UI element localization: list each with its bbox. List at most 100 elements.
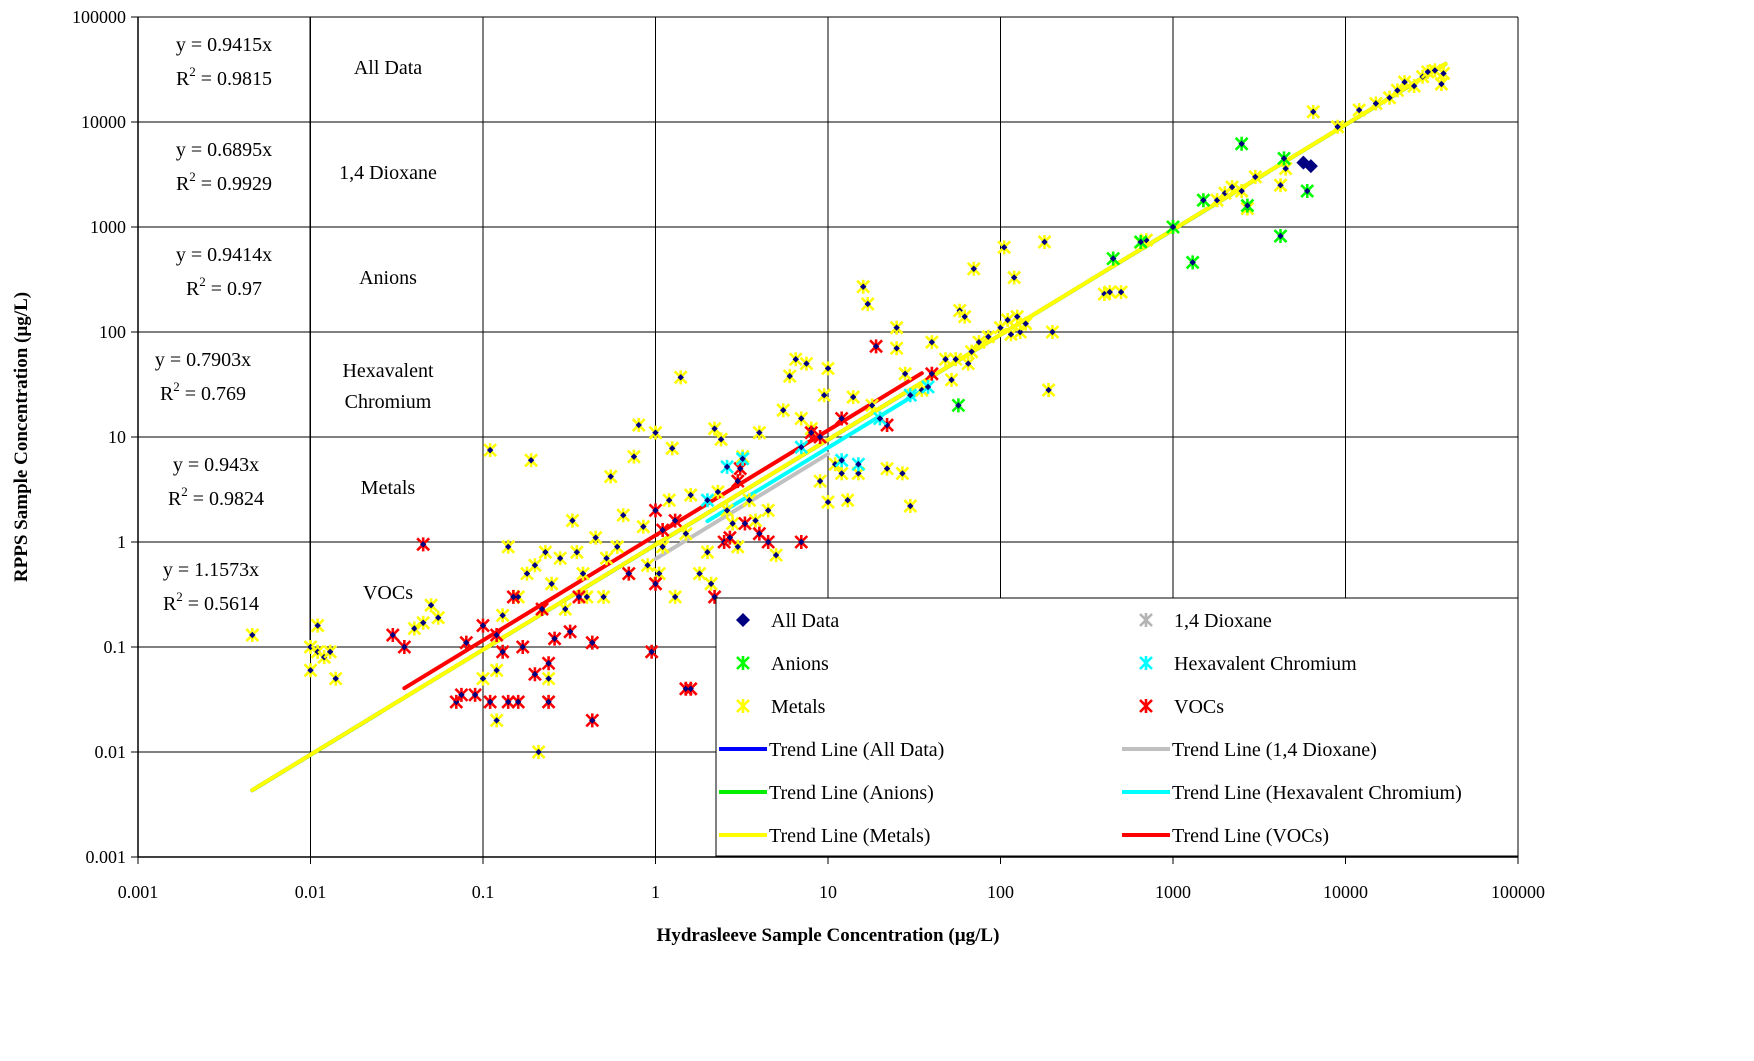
legend-item: Trend Line (All Data) — [719, 739, 944, 761]
regression-equations: y = 0.9415x R2 = 0.9815 All Data y = 0.6895… — [155, 34, 437, 615]
diamond-marker — [531, 562, 539, 569]
diamond-marker — [696, 570, 703, 577]
r-squared: R2 = 0.9824 — [168, 484, 264, 510]
data-point — [385, 628, 400, 643]
diamond-marker — [838, 470, 845, 477]
data-point — [528, 558, 542, 573]
data-point — [599, 551, 614, 566]
data-point — [776, 403, 791, 418]
diamond-marker — [741, 520, 749, 527]
diamond-marker — [948, 376, 955, 384]
data-point — [921, 379, 935, 394]
diamond-marker — [479, 622, 487, 629]
diamond-marker — [625, 570, 632, 577]
data-point — [655, 523, 670, 538]
y-tick-label: 0.1 — [104, 637, 127, 657]
diamond-marker — [975, 338, 983, 346]
diamond-marker — [1106, 288, 1113, 296]
regression-equation: y = 0.943x — [173, 454, 259, 476]
data-point — [748, 513, 763, 528]
diamond-marker — [1041, 238, 1048, 246]
legend-box — [715, 597, 1519, 857]
diamond-marker — [864, 300, 871, 308]
legend-item: VOCs — [1139, 696, 1224, 718]
diamond-marker — [486, 446, 494, 454]
diamond-marker — [579, 570, 587, 577]
diamond-marker — [575, 593, 583, 601]
data-point — [1234, 136, 1249, 151]
data-point — [489, 628, 504, 643]
data-point — [799, 356, 814, 371]
legend-item: Metals — [736, 696, 826, 718]
diamond-marker — [714, 488, 722, 496]
diamond-marker — [1189, 259, 1196, 266]
data-point — [541, 671, 556, 686]
diamond-marker — [798, 538, 805, 546]
diamond-marker — [535, 748, 542, 756]
diamond-marker — [1228, 183, 1236, 191]
diamond-marker — [427, 602, 435, 609]
data-point — [692, 566, 707, 581]
r-squared: R2 = 0.9815 — [176, 64, 272, 90]
regression-group-label: Hexavalent — [342, 360, 434, 382]
diamond-marker — [1438, 80, 1445, 88]
data-point — [565, 513, 580, 528]
x-tick-label: 0.01 — [295, 882, 327, 902]
diamond-marker — [671, 517, 679, 524]
legend-label: Trend Line (Hexavalent Chromium) — [1172, 782, 1462, 804]
legend-label: Metals — [771, 696, 826, 718]
data-point — [563, 624, 578, 639]
legend-item: Trend Line (Hexavalent Chromium) — [1122, 782, 1462, 804]
diamond-marker — [677, 374, 684, 381]
data-point — [961, 356, 976, 371]
x-tick-label: 100 — [987, 882, 1014, 902]
diamond-marker — [665, 497, 673, 504]
diamond-marker — [635, 421, 642, 429]
data-point — [495, 644, 510, 659]
diamond-marker — [607, 473, 614, 480]
legend-label: Trend Line (Anions) — [769, 782, 934, 804]
data-point — [966, 261, 981, 276]
diamond-marker — [736, 613, 750, 627]
data-point — [700, 545, 715, 560]
diamond-marker — [515, 698, 522, 706]
data-point — [834, 453, 849, 468]
regression-equation: y = 0.9415x — [176, 34, 272, 56]
diamond-marker — [486, 698, 494, 706]
star-marker — [1139, 656, 1153, 670]
y-tick-label: 100000 — [72, 7, 126, 27]
data-point — [1434, 77, 1449, 92]
legend-item: Trend Line (Metals) — [719, 825, 930, 847]
diamond-marker — [505, 543, 512, 551]
data-point — [725, 516, 740, 531]
data-point — [683, 681, 698, 696]
data-point — [707, 421, 722, 436]
diamond-marker — [669, 445, 676, 452]
y-tick-label: 0.001 — [86, 847, 127, 867]
diamond-marker — [752, 517, 759, 524]
diamond-marker — [850, 393, 857, 401]
diamond-marker — [746, 497, 753, 504]
data-point — [515, 640, 530, 654]
data-point — [720, 459, 735, 474]
diamond-marker — [970, 265, 977, 272]
diamond-marker — [820, 392, 828, 399]
data-point — [1248, 169, 1263, 184]
data-point — [840, 493, 855, 508]
data-point — [720, 503, 735, 518]
data-point — [752, 425, 767, 440]
diamond-marker — [493, 631, 500, 639]
diamond-marker — [644, 562, 651, 569]
diamond-marker — [648, 648, 655, 656]
data-point — [1004, 327, 1018, 342]
data-point — [869, 339, 884, 354]
diamond-marker — [893, 345, 900, 352]
data-point — [603, 469, 618, 484]
data-point — [585, 635, 600, 650]
diamond-marker — [1244, 202, 1251, 209]
data-point — [1133, 234, 1148, 249]
diamond-marker — [307, 667, 314, 674]
y-tick-label: 100 — [99, 322, 126, 342]
diamond-marker — [918, 386, 926, 394]
diamond-marker — [1014, 313, 1021, 320]
